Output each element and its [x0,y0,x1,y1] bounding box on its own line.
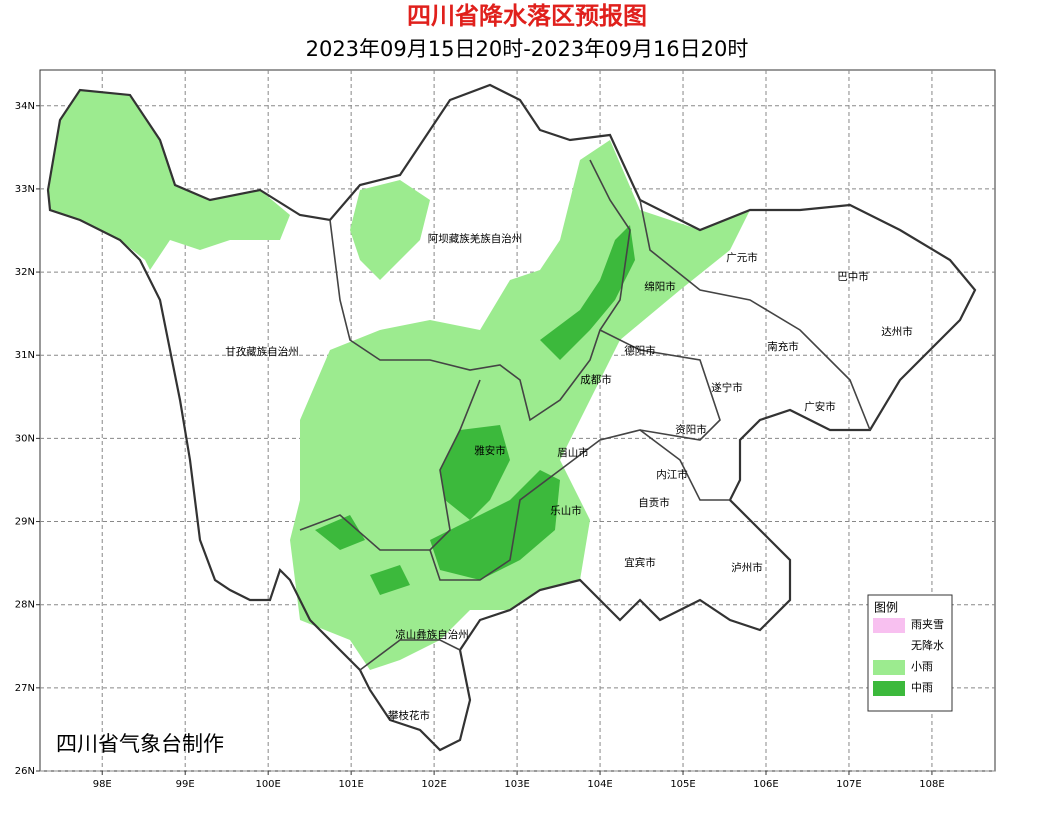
place-label: 德阳市 [624,344,656,357]
prefecture-border [359,639,461,671]
place-label: 阿坝藏族羌族自治州 [428,232,523,245]
legend-swatch [873,639,905,654]
moderate-rain-area [430,470,560,580]
place-label: 泸州市 [731,561,763,574]
legend-label: 雨夹雪 [911,618,944,631]
x-tick-label: 106E [753,779,778,790]
place-label: 广元市 [726,251,758,264]
x-tick-label: 108E [919,779,944,790]
place-label: 雅安市 [474,444,506,457]
place-label: 巴中市 [837,270,869,283]
prefecture-border [299,379,481,551]
place-label: 攀枝花市 [388,709,430,722]
place-label: 内江市 [656,468,688,481]
province-outline [46,83,977,752]
moderate-rain-area [370,565,410,595]
y-tick-label: 34N [15,101,35,112]
moderate-rain-area [540,225,635,360]
place-label: 南充市 [767,340,799,353]
place-label: 广安市 [804,400,836,413]
place-label: 成都市 [580,373,612,386]
legend-swatch [873,681,905,696]
light-rain-area [48,90,290,300]
x-tick-label: 102E [421,779,446,790]
x-tick-label: 107E [836,779,861,790]
legend-swatch [873,618,905,633]
legend-label: 中雨 [911,681,933,694]
place-label: 资阳市 [675,423,707,436]
y-tick-label: 27N [15,683,35,694]
place-label: 达州市 [881,325,913,338]
prefecture-border [329,159,631,422]
place-label: 绵阳市 [644,280,676,293]
moderate-rain-area [315,515,365,550]
place-label: 乐山市 [550,504,582,517]
light-rain-area [350,180,430,280]
prefecture-border [639,199,871,431]
y-tick-label: 26N [15,766,35,777]
place-label: 自贡市 [638,496,670,509]
x-tick-label: 101E [338,779,363,790]
x-tick-label: 98E [93,779,112,790]
legend-label: 无降水 [911,638,944,652]
axis-labels: 98E 99E 100E 101E 102E 103E 104E 105E 106E 107E 10… [15,101,945,790]
place-label: 遂宁市 [711,381,743,394]
place-label: 凉山彝族自治州 [395,628,469,641]
y-tick-label: 28N [15,600,35,611]
credit: 四川省气象台制作 [56,732,224,756]
x-tick-label: 100E [255,779,280,790]
light-rain-area [290,140,750,670]
legend-label: 小雨 [911,660,933,673]
x-tick-label: 99E [176,779,195,790]
place-label: 眉山市 [557,446,589,459]
map-title: 四川省降水落区预报图 [407,2,647,30]
prefecture-border [429,429,730,581]
y-tick-label: 31N [15,350,35,361]
moderate-rain-area [440,425,510,520]
y-tick-label: 29N [15,517,35,528]
place-label: 甘孜藏族自治州 [225,345,299,358]
y-tick-label: 32N [15,267,35,278]
x-tick-label: 103E [504,779,529,790]
x-tick-label: 105E [670,779,695,790]
legend-title: 图例 [874,601,898,615]
x-tick-label: 104E [587,779,612,790]
legend-swatch [873,660,905,675]
map-subtitle: 2023年09月15日20时-2023年09月16日20时 [306,37,749,61]
y-tick-label: 33N [15,184,35,195]
place-label: 宜宾市 [624,556,656,569]
y-tick-label: 30N [15,433,35,444]
prefecture-border [599,329,721,441]
